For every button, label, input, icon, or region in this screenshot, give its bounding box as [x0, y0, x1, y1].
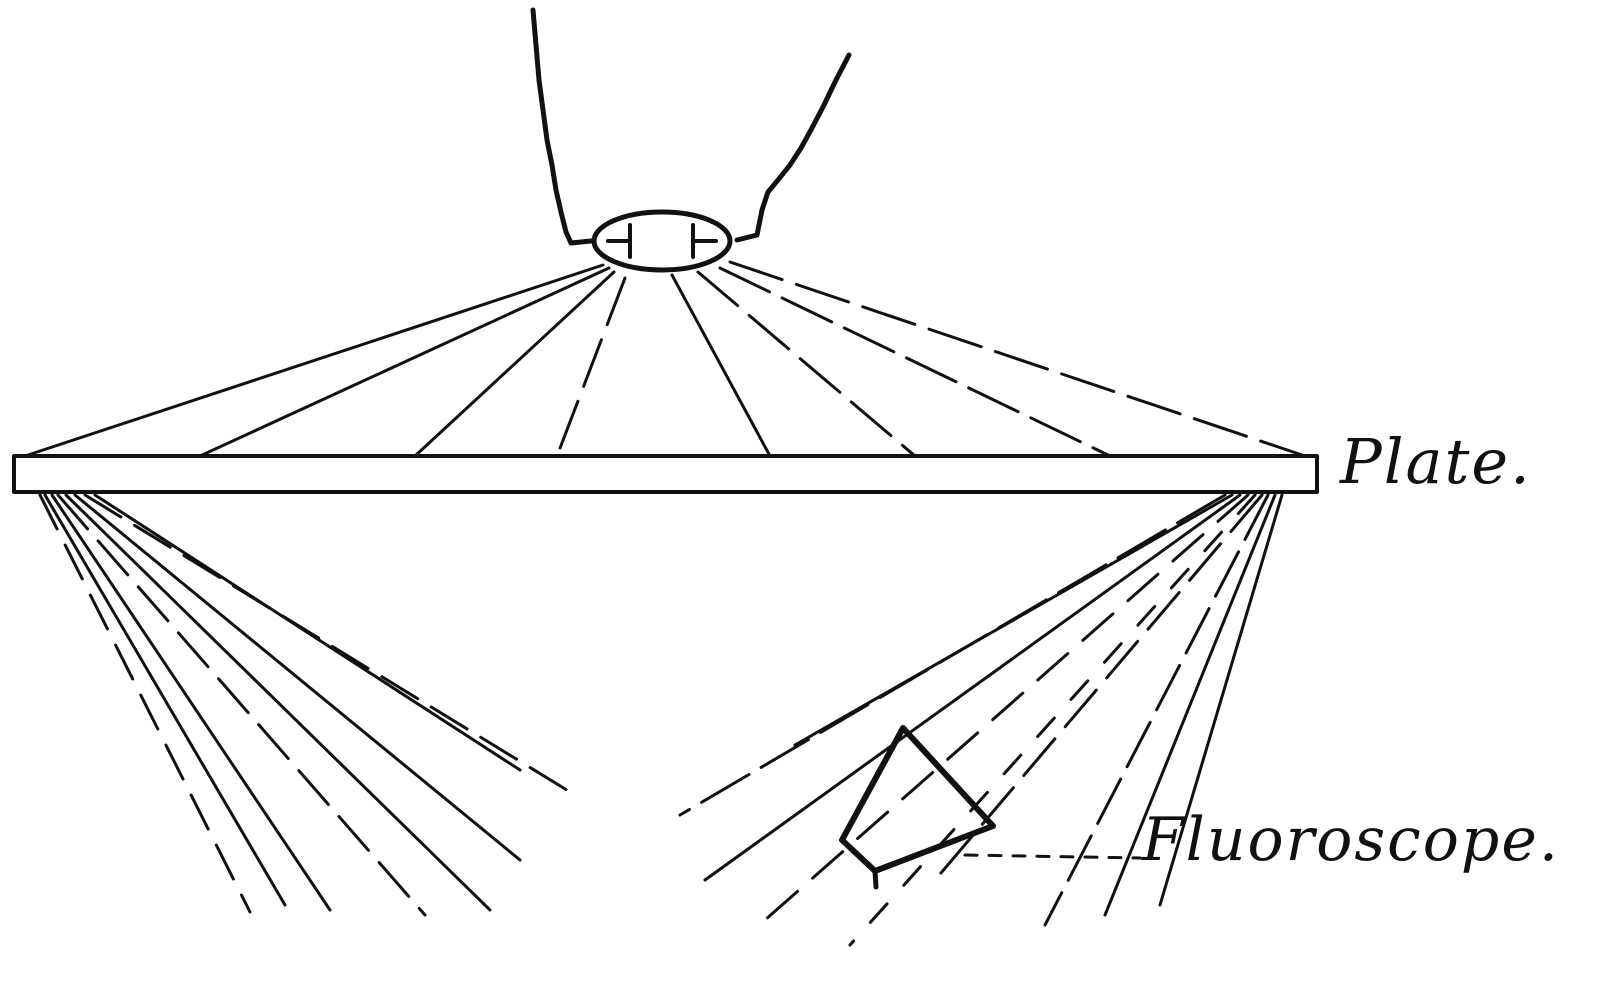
left-wire — [530, 7, 594, 246]
fluoroscope-leader — [963, 853, 1142, 860]
right-wire — [734, 52, 852, 243]
fluoroscope — [839, 725, 996, 874]
tube-rays — [23, 260, 1307, 458]
plate — [12, 454, 1319, 494]
fluoroscope-label: Fluoroscope. — [1142, 805, 1560, 875]
right-lower-rays — [678, 493, 1284, 947]
fluoroscope-handle — [872, 868, 879, 890]
left-lower-rays — [38, 493, 577, 917]
tube-electrodes — [606, 223, 718, 259]
xray-tube — [591, 209, 733, 273]
plate-label: Plate. — [1340, 425, 1532, 498]
